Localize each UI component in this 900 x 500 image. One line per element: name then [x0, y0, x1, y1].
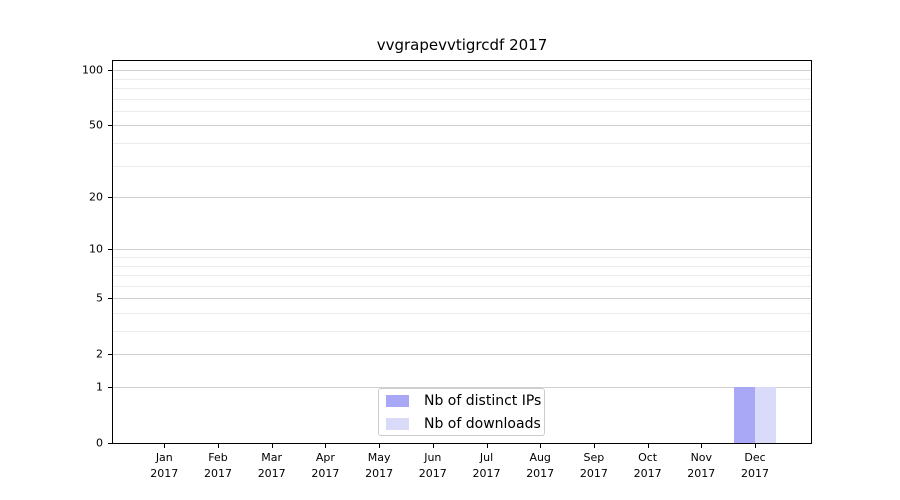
gridline-minor	[113, 143, 811, 145]
gridline-major	[113, 197, 811, 199]
gridline-major	[113, 125, 811, 127]
x-tick-mark	[164, 444, 165, 448]
plot-area: Nb of distinct IPs Nb of downloads	[112, 60, 812, 444]
y-tick-mark	[108, 70, 113, 71]
x-tick-mark	[487, 444, 488, 448]
y-tick-label: 5	[96, 291, 103, 305]
gridline-minor	[113, 78, 811, 80]
x-tick-label: Dec 2017	[741, 451, 769, 480]
x-tick-mark	[272, 444, 273, 448]
gridline-minor	[113, 98, 811, 100]
x-tick-label: Mar 2017	[257, 451, 286, 480]
gridline-minor	[113, 285, 811, 287]
x-tick-mark	[594, 444, 595, 448]
x-tick-mark	[218, 444, 219, 448]
x-tick-label: Aug 2017	[526, 451, 555, 480]
y-tick-label: 20	[89, 190, 103, 204]
y-tick-mark	[108, 387, 113, 388]
x-tick-label: Jul 2017	[472, 451, 501, 480]
gridline-minor	[113, 110, 811, 112]
x-tick-label: Nov 2017	[687, 451, 716, 480]
gridline-major	[113, 249, 811, 251]
y-tick-mark	[108, 443, 113, 444]
gridline-major	[113, 70, 811, 72]
y-tick-mark	[108, 125, 113, 126]
x-tick-mark	[540, 444, 541, 448]
x-tick-label: May 2017	[365, 451, 394, 480]
legend-swatch-distinct-ips	[386, 394, 409, 407]
y-tick-label: 2	[96, 347, 103, 361]
gridline-major	[113, 354, 811, 356]
x-tick-mark	[433, 444, 434, 448]
y-tick-mark	[108, 197, 113, 198]
y-tick-label: 1	[96, 380, 103, 394]
x-tick-mark	[648, 444, 649, 448]
legend-label-distinct-ips: Nb of distinct IPs	[424, 392, 542, 409]
gridline-minor	[113, 257, 811, 258]
x-tick-mark	[379, 444, 380, 448]
x-tick-label: Apr 2017	[311, 451, 340, 480]
x-tick-label: Sep 2017	[579, 451, 608, 480]
bar-distinct-ips	[733, 387, 755, 443]
x-tick-mark	[755, 444, 756, 448]
gridline-minor	[113, 275, 811, 277]
gridline-minor	[113, 312, 811, 314]
x-tick-label: Oct 2017	[633, 451, 662, 480]
legend-item-downloads: Nb of downloads	[386, 417, 544, 431]
x-tick-mark	[701, 444, 702, 448]
x-tick-label: Jun 2017	[418, 451, 447, 480]
gridline-major	[113, 298, 811, 300]
chart-title: vvgrapevvtigrcdf 2017	[376, 36, 548, 54]
y-tick-label: 100	[82, 63, 103, 77]
y-tick-label: 10	[89, 242, 103, 256]
y-tick-label: 50	[89, 118, 103, 132]
gridline-minor	[113, 331, 811, 333]
x-tick-label: Jan 2017	[150, 451, 179, 480]
legend-item-distinct-ips: Nb of distinct IPs	[386, 394, 544, 408]
y-tick-mark	[108, 298, 113, 299]
gridline-major	[113, 387, 811, 388]
y-tick-mark	[108, 354, 113, 355]
legend: Nb of distinct IPs Nb of downloads	[378, 388, 545, 436]
gridline-minor	[113, 165, 811, 167]
x-tick-label: Feb 2017	[204, 451, 232, 480]
x-tick-mark	[325, 444, 326, 448]
y-tick-mark	[108, 249, 113, 250]
legend-swatch-downloads	[386, 417, 409, 430]
gridline-minor	[113, 265, 811, 267]
y-tick-label: 0	[96, 436, 103, 450]
legend-label-downloads: Nb of downloads	[424, 415, 541, 432]
gridline-minor	[113, 88, 811, 90]
bar-downloads	[755, 387, 777, 443]
